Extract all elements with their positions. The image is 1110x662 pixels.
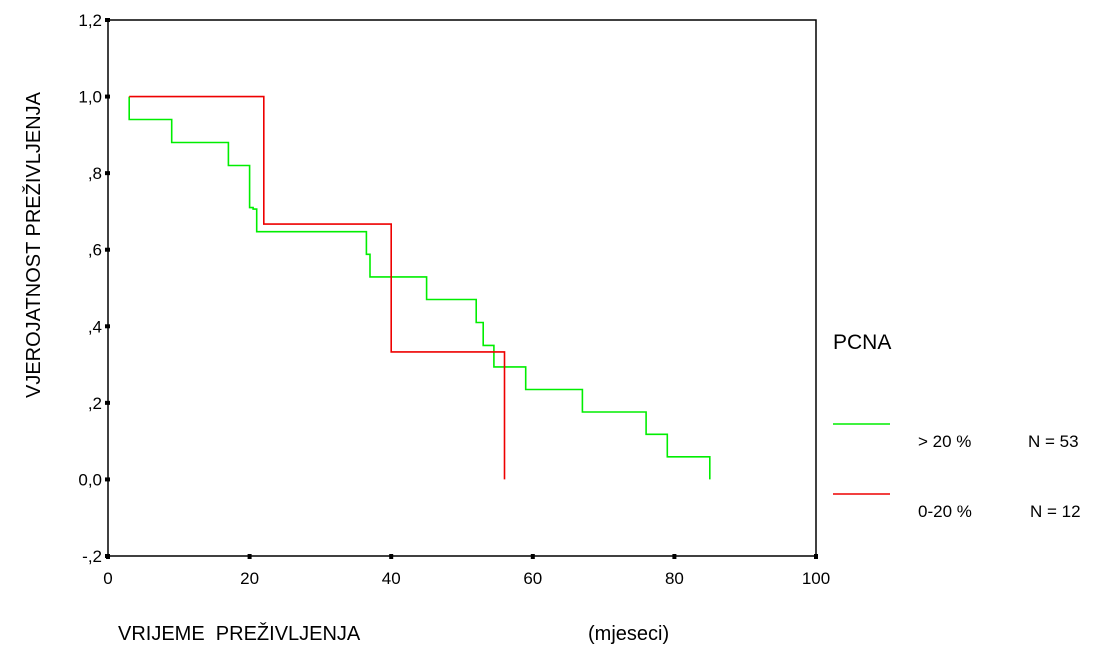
- x-tick-mark: [530, 554, 535, 559]
- x-axis-title: VRIJEME PREŽIVLJENJA: [118, 622, 361, 645]
- x-tick-label: 20: [240, 569, 259, 588]
- x-tick-label: 0: [103, 569, 112, 588]
- y-tick-label: 1,2: [78, 11, 102, 30]
- x-tick-mark: [389, 554, 394, 559]
- x-tick-mark: [672, 554, 677, 559]
- legend-n-0-20: N = 12: [1030, 502, 1081, 521]
- plot-frame: [107, 19, 817, 557]
- legend-label-0-20: 0-20 %: [918, 502, 972, 521]
- x-tick-mark: [814, 554, 818, 559]
- y-tick-label: -,2: [82, 547, 102, 566]
- y-tick-label: ,6: [88, 241, 102, 260]
- x-tick-label: 60: [523, 569, 542, 588]
- x-tick-mark: [106, 554, 110, 559]
- y-tick-mark: [105, 400, 110, 405]
- legend-label-gt20: > 20 %: [918, 432, 971, 451]
- y-tick-label: ,4: [88, 317, 102, 336]
- x-tick-mark: [247, 554, 252, 559]
- y-tick-label: 0,0: [78, 470, 102, 489]
- x-tick-label: 80: [665, 569, 684, 588]
- x-tick-label: 40: [382, 569, 401, 588]
- y-axis-title: VJEROJATNOST PREŽIVLJENJA: [22, 91, 45, 398]
- legend-n-gt20: N = 53: [1028, 432, 1079, 451]
- y-tick-label: ,2: [88, 394, 102, 413]
- y-tick-label: ,8: [88, 164, 102, 183]
- y-tick-label: 1,0: [78, 88, 102, 107]
- legend-title: PCNA: [833, 331, 891, 354]
- y-tick-mark: [105, 171, 110, 176]
- y-tick-mark: [105, 477, 110, 482]
- x-axis-unit: (mjeseci): [588, 623, 669, 645]
- series-gt20-line: [128, 96, 711, 480]
- y-tick-mark: [105, 324, 110, 329]
- y-tick-mark: [105, 247, 110, 252]
- y-tick-mark: [105, 94, 110, 99]
- x-tick-label: 100: [802, 569, 830, 588]
- y-tick-mark: [105, 18, 110, 22]
- series-0-20-line: [129, 95, 506, 480]
